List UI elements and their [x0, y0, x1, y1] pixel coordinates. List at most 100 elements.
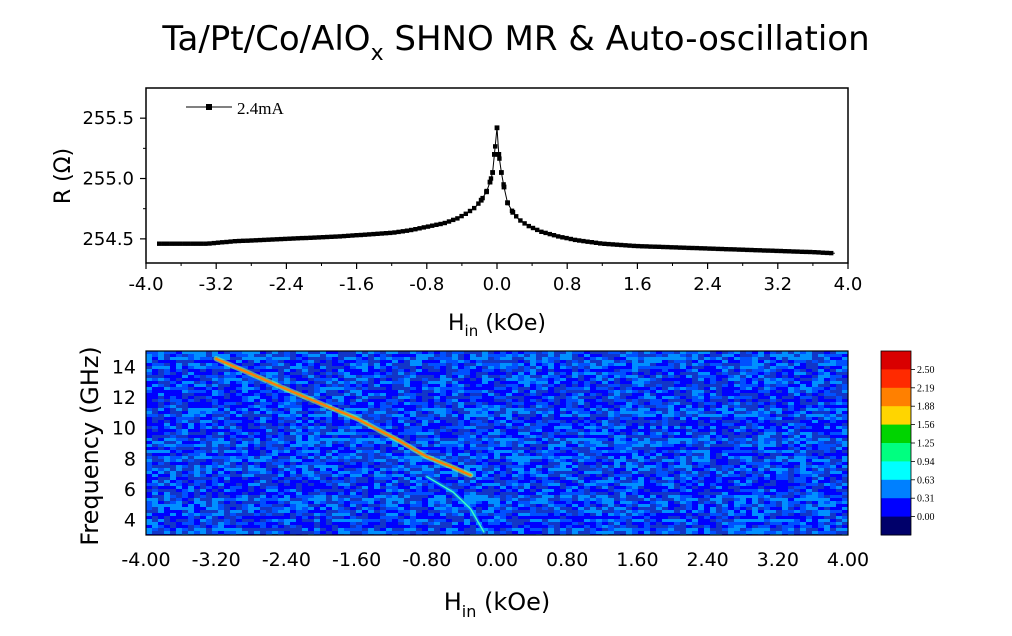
- heatmap-cell: [836, 423, 842, 426]
- data-point: [799, 249, 804, 254]
- heatmap-cell: [422, 492, 428, 495]
- heatmap-cell: [764, 351, 770, 354]
- heatmap-cell: [740, 504, 746, 507]
- heatmap-cell: [578, 372, 584, 375]
- heatmap-cell: [740, 447, 746, 450]
- heatmap-cell: [314, 447, 320, 450]
- heatmap-cell: [272, 447, 278, 450]
- heatmap-cell: [434, 390, 440, 393]
- heatmap-cell: [716, 438, 722, 441]
- heatmap-cell: [674, 372, 680, 375]
- heatmap-cell: [758, 351, 764, 354]
- heatmap-cell: [194, 390, 200, 393]
- heatmap-cell: [224, 354, 230, 357]
- heatmap-cell: [836, 477, 842, 480]
- heatmap-cell: [716, 486, 722, 489]
- heatmap-cell: [566, 366, 572, 369]
- heatmap-cell: [752, 384, 758, 387]
- heatmap-cell: [146, 513, 152, 516]
- heatmap-cell: [824, 492, 830, 495]
- heatmap-cell: [326, 357, 332, 360]
- heatmap-cell: [188, 372, 194, 375]
- heatmap-cell: [338, 399, 344, 402]
- heatmap-cell: [152, 441, 158, 444]
- heatmap-cell: [206, 513, 212, 516]
- heatmap-cell: [392, 420, 398, 423]
- heatmap-cell: [746, 489, 752, 492]
- heatmap-cell: [254, 435, 260, 438]
- heatmap-cell: [698, 426, 704, 429]
- heatmap-cell: [416, 459, 422, 462]
- heatmap-cell: [500, 390, 506, 393]
- heatmap-cell: [692, 474, 698, 477]
- heatmap-cell: [296, 423, 302, 426]
- heatmap-cell: [686, 474, 692, 477]
- heatmap-cell: [656, 477, 662, 480]
- heatmap-cell: [464, 513, 470, 516]
- heatmap-cell: [632, 480, 638, 483]
- heatmap-cell: [302, 366, 308, 369]
- heatmap-cell: [758, 447, 764, 450]
- heatmap-cell: [272, 510, 278, 513]
- heatmap-cell: [734, 453, 740, 456]
- heatmap-cell: [338, 480, 344, 483]
- heatmap-cell: [470, 504, 476, 507]
- heatmap-cell: [344, 366, 350, 369]
- heatmap-cell: [428, 507, 434, 510]
- heatmap-cell: [608, 504, 614, 507]
- heatmap-cell: [344, 402, 350, 405]
- heatmap-cell: [626, 474, 632, 477]
- heatmap-cell: [230, 432, 236, 435]
- heatmap-cell: [230, 447, 236, 450]
- heatmap-cell: [650, 489, 656, 492]
- heatmap-cell: [380, 483, 386, 486]
- heatmap-cell: [842, 507, 848, 510]
- heatmap-cell: [356, 426, 362, 429]
- heatmap-cell: [812, 360, 818, 363]
- heatmap-cell: [260, 420, 266, 423]
- heatmap-cell: [668, 459, 674, 462]
- heatmap-cell: [302, 420, 308, 423]
- heatmap-cell: [242, 351, 248, 354]
- heatmap-cell: [794, 384, 800, 387]
- heatmap-cell: [332, 507, 338, 510]
- heatmap-cell: [512, 435, 518, 438]
- heatmap-cell: [452, 360, 458, 363]
- heatmap-cell: [572, 360, 578, 363]
- heatmap-cell: [446, 453, 452, 456]
- heatmap-cell: [692, 450, 698, 453]
- heatmap-cell: [752, 375, 758, 378]
- heatmap-cell: [236, 372, 242, 375]
- heatmap-cell: [602, 432, 608, 435]
- heatmap-cell: [482, 510, 488, 513]
- heatmap-cell: [674, 489, 680, 492]
- heatmap-cell: [710, 468, 716, 471]
- heatmap-cell: [200, 462, 206, 465]
- heatmap-cell: [740, 423, 746, 426]
- heatmap-cell: [428, 462, 434, 465]
- heatmap-cell: [374, 501, 380, 504]
- heatmap-cell: [152, 354, 158, 357]
- heatmap-cell: [638, 426, 644, 429]
- heatmap-cell: [272, 516, 278, 519]
- heatmap-cell: [374, 369, 380, 372]
- heatmap-cell: [314, 468, 320, 471]
- heatmap-cell: [674, 432, 680, 435]
- heatmap-cell: [374, 462, 380, 465]
- heatmap-cell: [248, 408, 254, 411]
- heatmap-cell: [734, 477, 740, 480]
- data-point: [812, 250, 817, 255]
- heatmap-cell: [488, 438, 494, 441]
- heatmap-cell: [482, 504, 488, 507]
- data-point: [501, 184, 507, 190]
- heatmap-cell: [314, 438, 320, 441]
- heatmap-cell: [830, 366, 836, 369]
- heatmap-cell: [404, 384, 410, 387]
- heatmap-cell: [284, 516, 290, 519]
- heatmap-cell: [716, 420, 722, 423]
- heatmap-cell: [428, 387, 434, 390]
- heatmap-cell: [428, 468, 434, 471]
- heatmap-cell: [320, 447, 326, 450]
- heatmap-cell: [782, 417, 788, 420]
- heatmap-cell: [740, 498, 746, 501]
